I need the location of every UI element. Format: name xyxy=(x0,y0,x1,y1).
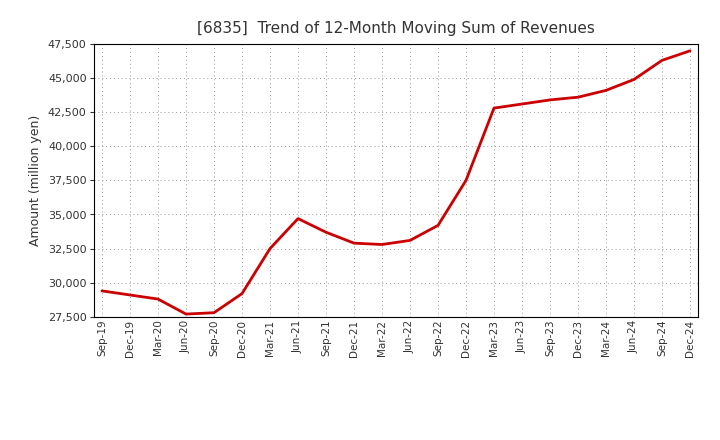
Title: [6835]  Trend of 12-Month Moving Sum of Revenues: [6835] Trend of 12-Month Moving Sum of R… xyxy=(197,21,595,36)
Y-axis label: Amount (million yen): Amount (million yen) xyxy=(30,115,42,246)
